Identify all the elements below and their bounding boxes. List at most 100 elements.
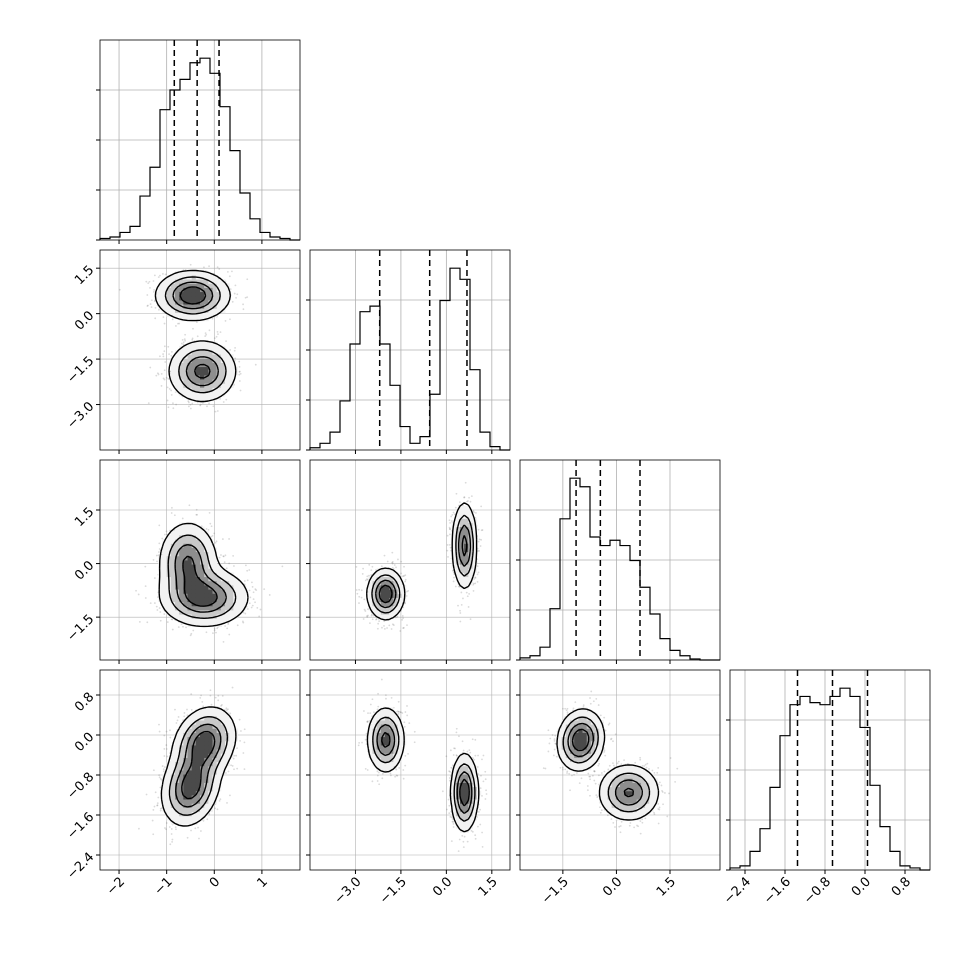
density-cell [179, 556, 184, 561]
sample-point [172, 839, 174, 841]
sample-point [210, 695, 212, 697]
sample-point [209, 512, 211, 514]
sample-point [196, 321, 198, 323]
density-cell [163, 548, 168, 553]
density-cell [196, 371, 201, 376]
sample-point [172, 318, 174, 320]
sample-point [219, 557, 221, 559]
sample-point [171, 828, 173, 830]
sample-point [191, 709, 193, 711]
sample-point [228, 634, 230, 636]
sample-point [192, 328, 194, 330]
sample-point [217, 695, 219, 697]
sample-point [146, 294, 148, 296]
density-cell [171, 589, 176, 594]
density-cell [183, 552, 188, 557]
density-cell [229, 614, 234, 619]
sample-point [157, 804, 159, 806]
sample-point [163, 770, 165, 772]
density-cell [200, 585, 205, 590]
density-cell [183, 527, 188, 532]
density-cell [167, 606, 172, 611]
sample-point [153, 559, 155, 561]
sample-point [209, 523, 211, 525]
density-cell [225, 585, 230, 590]
density-cell [221, 296, 226, 301]
sample-point [196, 509, 198, 511]
sample-point [222, 538, 224, 540]
density-cell [200, 535, 205, 540]
sample-point [228, 538, 230, 540]
density-cell [163, 552, 168, 557]
density-cell [200, 350, 205, 355]
sample-point [164, 766, 166, 768]
sample-point [218, 268, 220, 270]
sample-point [178, 716, 180, 718]
sample-point [246, 570, 248, 572]
sample-point [190, 408, 192, 410]
sample-point [233, 768, 235, 770]
sample-point [242, 303, 244, 305]
sample-point [154, 602, 156, 604]
density-cell [225, 292, 230, 297]
histogram-1 [310, 268, 510, 450]
sample-point [169, 388, 171, 390]
density-cell [200, 388, 205, 393]
density-cell [188, 589, 193, 594]
sample-point [191, 403, 193, 405]
sample-point [165, 744, 167, 746]
sample-point [217, 410, 219, 412]
density-cell [213, 564, 218, 569]
sample-point [236, 747, 238, 749]
sample-point [225, 399, 227, 401]
y-tick-label: −3.0 [64, 399, 97, 432]
sample-point [190, 404, 192, 406]
density-cell [225, 379, 230, 384]
density-cell [188, 371, 193, 376]
sample-point [229, 794, 231, 796]
sample-point [217, 699, 219, 701]
density-cell [188, 568, 193, 573]
sample-point [239, 719, 241, 721]
density-cell [175, 313, 180, 318]
sample-point [206, 631, 208, 633]
sample-point [144, 566, 146, 568]
sample-point [154, 317, 156, 319]
sample-point [145, 585, 147, 587]
density-cell [171, 552, 176, 557]
density-cell [171, 585, 176, 590]
density-cell [221, 573, 226, 578]
density-cell [221, 350, 226, 355]
sample-point [203, 266, 205, 268]
density-cell [208, 346, 213, 351]
sample-point [232, 687, 234, 689]
density-cell [179, 527, 184, 532]
density-cell [196, 618, 201, 623]
density-body [100, 670, 300, 870]
sample-point [160, 810, 162, 812]
sample-point [201, 701, 203, 703]
density-cell [221, 618, 226, 623]
density-cell [171, 593, 176, 598]
sample-point [171, 507, 173, 509]
sample-point [175, 828, 177, 830]
density-cell [221, 292, 226, 297]
sample-point [159, 548, 161, 550]
sample-point [249, 590, 251, 592]
density-cell [188, 581, 193, 586]
y-tick-label: 1.5 [72, 505, 97, 530]
sample-point [166, 822, 168, 824]
density-cell [204, 564, 209, 569]
sample-point [219, 398, 221, 400]
y-tick-label: −1.5 [64, 354, 97, 387]
density-cell [188, 392, 193, 397]
sample-point [212, 405, 214, 407]
density-cell [163, 556, 168, 561]
density-cell [200, 573, 205, 578]
density-cell [196, 531, 201, 536]
sample-point [213, 532, 215, 534]
sample-point [146, 305, 148, 307]
density-cell [158, 288, 163, 293]
sample-point [171, 512, 173, 514]
sample-point [154, 577, 156, 579]
